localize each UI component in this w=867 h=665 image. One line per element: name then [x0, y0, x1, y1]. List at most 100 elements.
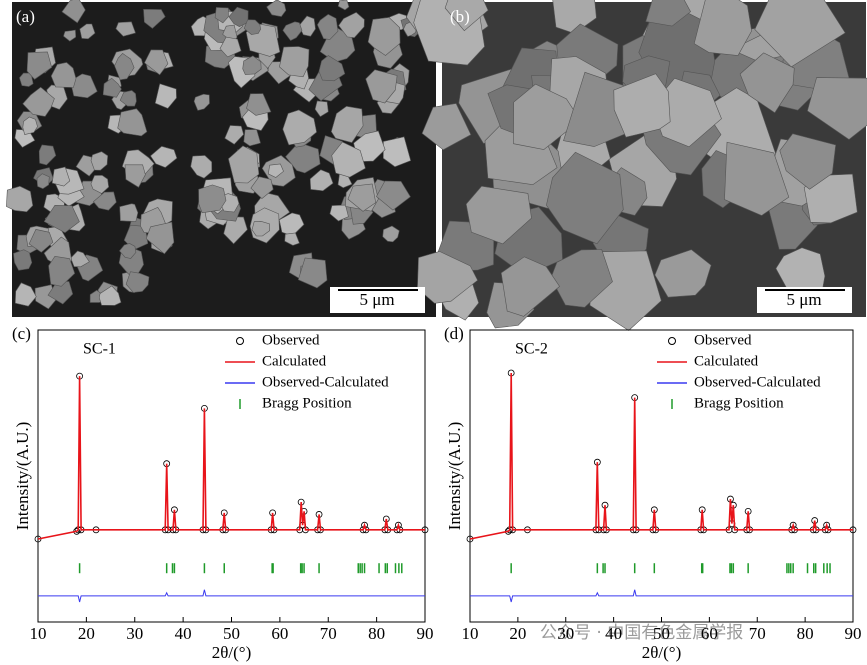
- x-axis-label: 2θ/(°): [212, 643, 252, 662]
- crystal: [367, 17, 401, 56]
- crystal: [693, 0, 752, 56]
- crystal: [26, 51, 53, 80]
- panel-label: (d): [444, 324, 464, 343]
- crystal: [214, 7, 229, 24]
- crystal: [421, 103, 472, 151]
- crystal: [513, 83, 581, 150]
- crystal: [90, 151, 109, 171]
- series-line: [470, 589, 853, 603]
- crystal: [51, 166, 71, 187]
- crystal: [143, 8, 166, 29]
- crystal: [251, 220, 271, 237]
- crystal: [338, 12, 365, 39]
- x-tick-label: 50: [653, 624, 670, 643]
- crystal: [63, 29, 77, 42]
- panel-label: (c): [12, 324, 31, 343]
- crystal: [317, 14, 339, 40]
- x-tick-label: 10: [462, 624, 479, 643]
- x-tick-label: 20: [78, 624, 95, 643]
- crystal: [119, 90, 137, 107]
- crystal: [223, 216, 248, 245]
- crystal: [144, 49, 169, 76]
- crystal: [198, 184, 227, 214]
- crystal: [613, 73, 671, 138]
- observed-point: [361, 521, 368, 529]
- legend-label: Bragg Position: [694, 395, 784, 411]
- series-line: [38, 589, 425, 603]
- crystal: [219, 36, 242, 58]
- observed-point: [823, 521, 831, 529]
- crystal: [297, 257, 328, 289]
- y-axis-label: Intensity/(A.U.): [445, 422, 464, 531]
- crystal: [22, 116, 38, 135]
- crystal: [48, 255, 76, 287]
- crystal: [267, 163, 284, 178]
- crystal: [314, 100, 329, 118]
- crystal: [114, 53, 135, 81]
- watermark: 公众号 · 中国有色金属学报: [540, 623, 743, 643]
- sample-label: SC-2: [515, 341, 548, 358]
- crystal: [43, 204, 80, 233]
- x-axis-label: 2θ/(°): [642, 643, 682, 662]
- crystal: [309, 169, 334, 192]
- crystal: [124, 164, 146, 188]
- crystal: [61, 0, 86, 24]
- crystal: [14, 282, 37, 307]
- crystal: [417, 251, 478, 304]
- scale-bar-box: [757, 287, 852, 313]
- crystal: [246, 93, 272, 116]
- crystal: [279, 46, 310, 78]
- crystal: [117, 108, 148, 137]
- crystal: [50, 62, 77, 88]
- scale-bar-label: 5 μm: [359, 290, 394, 309]
- legend-label: Observed: [262, 332, 320, 348]
- crystal: [28, 229, 54, 253]
- crystal: [193, 93, 210, 111]
- crystal: [739, 52, 795, 114]
- x-tick-label: 90: [845, 624, 862, 643]
- x-tick-label: 30: [557, 624, 574, 643]
- crystal: [228, 145, 260, 184]
- legend-label: Calculated: [694, 353, 759, 369]
- panel-label: (a): [16, 7, 35, 26]
- crystal: [79, 23, 96, 40]
- crystal: [6, 185, 34, 213]
- crystal: [465, 185, 532, 245]
- crystal: [347, 183, 377, 212]
- legend-label: Bragg Position: [262, 395, 352, 411]
- x-tick-label: 80: [368, 624, 385, 643]
- crystal: [38, 144, 57, 166]
- scale-bar-box: [330, 287, 425, 313]
- x-tick-label: 40: [605, 624, 622, 643]
- crystal: [92, 191, 117, 211]
- legend-swatch: [236, 337, 244, 345]
- crystal: [224, 125, 244, 145]
- crystal: [318, 55, 346, 82]
- crystal: [285, 142, 321, 174]
- crystal: [119, 243, 137, 259]
- crystal: [724, 141, 790, 216]
- x-tick-label: 70: [749, 624, 766, 643]
- x-tick-label: 60: [701, 624, 718, 643]
- crystal: [250, 176, 274, 199]
- legend-label: Calculated: [262, 353, 327, 369]
- x-tick-label: 20: [509, 624, 526, 643]
- x-tick-label: 60: [271, 624, 288, 643]
- panel-label: (b): [450, 7, 470, 26]
- crystal: [284, 232, 300, 246]
- x-tick-label: 40: [175, 624, 192, 643]
- x-tick-label: 90: [417, 624, 434, 643]
- crystal: [282, 21, 303, 41]
- crystal: [243, 19, 261, 35]
- legend-label: Observed: [694, 332, 752, 348]
- crystal: [242, 55, 262, 75]
- crystal: [145, 221, 175, 255]
- x-tick-label: 10: [30, 624, 47, 643]
- legend-label: Observed-Calculated: [694, 374, 821, 390]
- crystal: [282, 109, 317, 146]
- crystal: [807, 77, 867, 140]
- crystal: [102, 77, 122, 98]
- crystal: [500, 256, 561, 317]
- crystal: [754, 0, 846, 68]
- series-line: [37, 376, 425, 540]
